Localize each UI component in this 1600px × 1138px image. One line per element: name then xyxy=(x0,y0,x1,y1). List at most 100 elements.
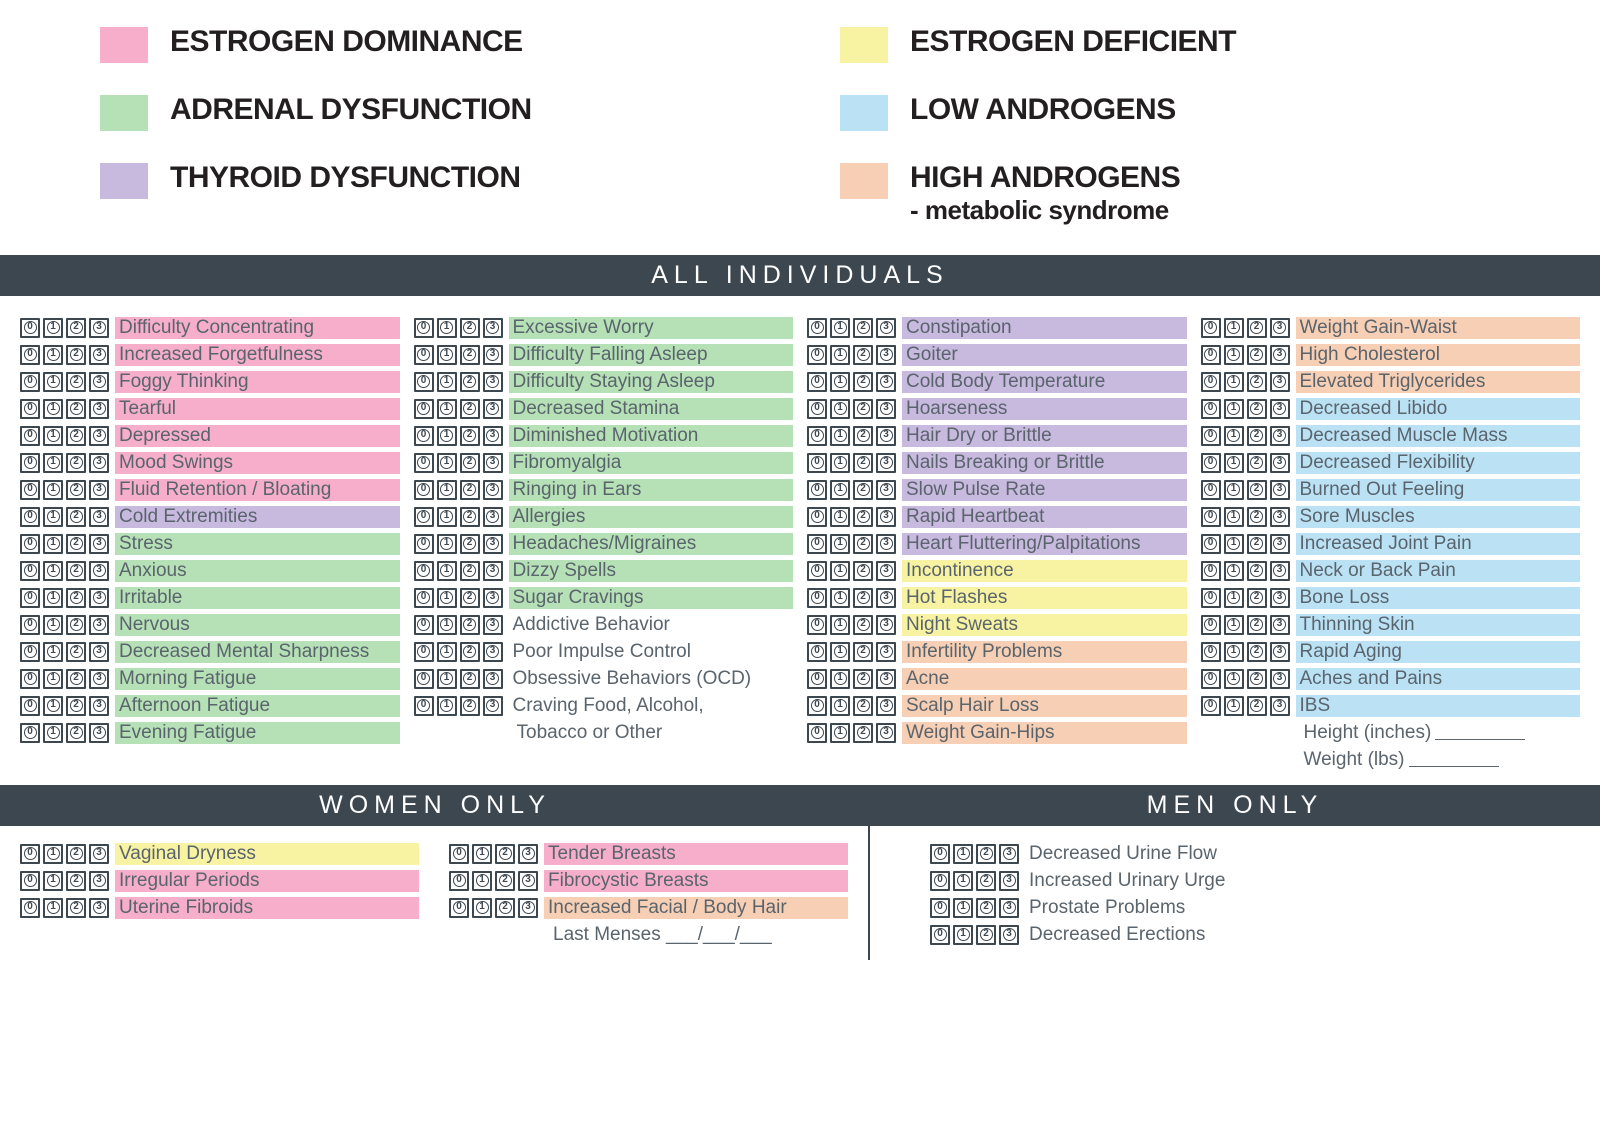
severity-option-3[interactable]: 3 xyxy=(518,844,538,864)
severity-option-3[interactable]: 3 xyxy=(1270,561,1290,581)
severity-option-2[interactable]: 2 xyxy=(460,345,480,365)
severity-option-3[interactable]: 3 xyxy=(1270,669,1290,689)
severity-option-2[interactable]: 2 xyxy=(1247,588,1267,608)
severity-option-1[interactable]: 1 xyxy=(1224,480,1244,500)
severity-option-0[interactable]: 0 xyxy=(1201,399,1221,419)
severity-option-0[interactable]: 0 xyxy=(1201,507,1221,527)
severity-scale[interactable]: 0123 xyxy=(1201,480,1290,500)
severity-scale[interactable]: 0123 xyxy=(930,844,1019,864)
severity-option-1[interactable]: 1 xyxy=(437,534,457,554)
severity-option-1[interactable]: 1 xyxy=(43,399,63,419)
severity-option-3[interactable]: 3 xyxy=(483,453,503,473)
severity-option-1[interactable]: 1 xyxy=(43,534,63,554)
severity-option-1[interactable]: 1 xyxy=(43,480,63,500)
severity-option-3[interactable]: 3 xyxy=(483,615,503,635)
severity-scale[interactable]: 0123 xyxy=(20,318,109,338)
severity-option-0[interactable]: 0 xyxy=(414,345,434,365)
severity-scale[interactable]: 0123 xyxy=(414,588,503,608)
severity-option-1[interactable]: 1 xyxy=(43,345,63,365)
severity-scale[interactable]: 0123 xyxy=(807,426,896,446)
severity-option-1[interactable]: 1 xyxy=(1224,453,1244,473)
severity-option-1[interactable]: 1 xyxy=(43,844,63,864)
severity-option-3[interactable]: 3 xyxy=(89,669,109,689)
severity-option-3[interactable]: 3 xyxy=(89,345,109,365)
severity-option-3[interactable]: 3 xyxy=(89,561,109,581)
severity-option-1[interactable]: 1 xyxy=(43,669,63,689)
severity-option-3[interactable]: 3 xyxy=(89,723,109,743)
severity-scale[interactable]: 0123 xyxy=(1201,372,1290,392)
severity-option-2[interactable]: 2 xyxy=(460,372,480,392)
severity-option-1[interactable]: 1 xyxy=(43,426,63,446)
severity-scale[interactable]: 0123 xyxy=(1201,669,1290,689)
severity-option-3[interactable]: 3 xyxy=(1270,345,1290,365)
severity-option-0[interactable]: 0 xyxy=(414,480,434,500)
severity-option-2[interactable]: 2 xyxy=(66,507,86,527)
severity-scale[interactable]: 0123 xyxy=(414,696,503,716)
severity-option-3[interactable]: 3 xyxy=(876,399,896,419)
severity-option-3[interactable]: 3 xyxy=(999,844,1019,864)
severity-option-0[interactable]: 0 xyxy=(807,318,827,338)
severity-option-1[interactable]: 1 xyxy=(437,453,457,473)
severity-option-1[interactable]: 1 xyxy=(437,588,457,608)
severity-option-1[interactable]: 1 xyxy=(43,871,63,891)
severity-option-1[interactable]: 1 xyxy=(437,318,457,338)
severity-scale[interactable]: 0123 xyxy=(1201,318,1290,338)
severity-option-2[interactable]: 2 xyxy=(460,561,480,581)
severity-option-0[interactable]: 0 xyxy=(930,925,950,945)
severity-option-2[interactable]: 2 xyxy=(1247,345,1267,365)
severity-option-2[interactable]: 2 xyxy=(495,871,515,891)
severity-option-3[interactable]: 3 xyxy=(999,871,1019,891)
severity-option-3[interactable]: 3 xyxy=(1270,642,1290,662)
severity-scale[interactable]: 0123 xyxy=(20,844,109,864)
severity-option-1[interactable]: 1 xyxy=(1224,615,1244,635)
severity-option-2[interactable]: 2 xyxy=(460,507,480,527)
severity-option-1[interactable]: 1 xyxy=(830,453,850,473)
severity-option-1[interactable]: 1 xyxy=(830,372,850,392)
severity-option-3[interactable]: 3 xyxy=(1270,507,1290,527)
severity-option-3[interactable]: 3 xyxy=(89,372,109,392)
severity-scale[interactable]: 0123 xyxy=(930,925,1019,945)
severity-scale[interactable]: 0123 xyxy=(414,372,503,392)
severity-option-0[interactable]: 0 xyxy=(449,898,469,918)
severity-option-0[interactable]: 0 xyxy=(20,696,40,716)
severity-option-2[interactable]: 2 xyxy=(66,871,86,891)
severity-scale[interactable]: 0123 xyxy=(20,588,109,608)
severity-option-0[interactable]: 0 xyxy=(414,669,434,689)
severity-option-2[interactable]: 2 xyxy=(853,534,873,554)
severity-option-3[interactable]: 3 xyxy=(876,642,896,662)
severity-option-2[interactable]: 2 xyxy=(460,669,480,689)
severity-option-2[interactable]: 2 xyxy=(853,561,873,581)
severity-option-1[interactable]: 1 xyxy=(830,399,850,419)
severity-option-2[interactable]: 2 xyxy=(853,372,873,392)
severity-option-1[interactable]: 1 xyxy=(43,507,63,527)
severity-option-3[interactable]: 3 xyxy=(1270,453,1290,473)
severity-option-2[interactable]: 2 xyxy=(976,871,996,891)
severity-option-0[interactable]: 0 xyxy=(20,669,40,689)
severity-scale[interactable]: 0123 xyxy=(1201,399,1290,419)
severity-scale[interactable]: 0123 xyxy=(20,561,109,581)
severity-option-1[interactable]: 1 xyxy=(437,345,457,365)
severity-option-3[interactable]: 3 xyxy=(518,871,538,891)
severity-scale[interactable]: 0123 xyxy=(414,318,503,338)
severity-option-0[interactable]: 0 xyxy=(20,453,40,473)
severity-option-3[interactable]: 3 xyxy=(483,372,503,392)
severity-scale[interactable]: 0123 xyxy=(807,480,896,500)
severity-scale[interactable]: 0123 xyxy=(20,534,109,554)
severity-option-3[interactable]: 3 xyxy=(1270,480,1290,500)
severity-option-1[interactable]: 1 xyxy=(953,898,973,918)
severity-scale[interactable]: 0123 xyxy=(414,534,503,554)
severity-option-2[interactable]: 2 xyxy=(66,426,86,446)
severity-scale[interactable]: 0123 xyxy=(807,588,896,608)
severity-option-0[interactable]: 0 xyxy=(20,426,40,446)
severity-option-0[interactable]: 0 xyxy=(1201,534,1221,554)
severity-option-1[interactable]: 1 xyxy=(437,480,457,500)
severity-option-3[interactable]: 3 xyxy=(876,453,896,473)
severity-option-0[interactable]: 0 xyxy=(414,372,434,392)
severity-scale[interactable]: 0123 xyxy=(1201,345,1290,365)
severity-option-0[interactable]: 0 xyxy=(807,480,827,500)
severity-scale[interactable]: 0123 xyxy=(807,345,896,365)
severity-option-2[interactable]: 2 xyxy=(1247,372,1267,392)
severity-option-2[interactable]: 2 xyxy=(853,588,873,608)
severity-option-3[interactable]: 3 xyxy=(89,871,109,891)
severity-option-2[interactable]: 2 xyxy=(66,615,86,635)
